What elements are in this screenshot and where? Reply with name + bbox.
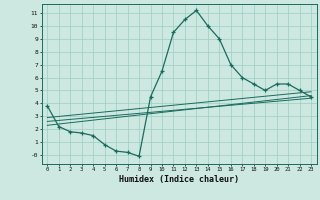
X-axis label: Humidex (Indice chaleur): Humidex (Indice chaleur) xyxy=(119,175,239,184)
